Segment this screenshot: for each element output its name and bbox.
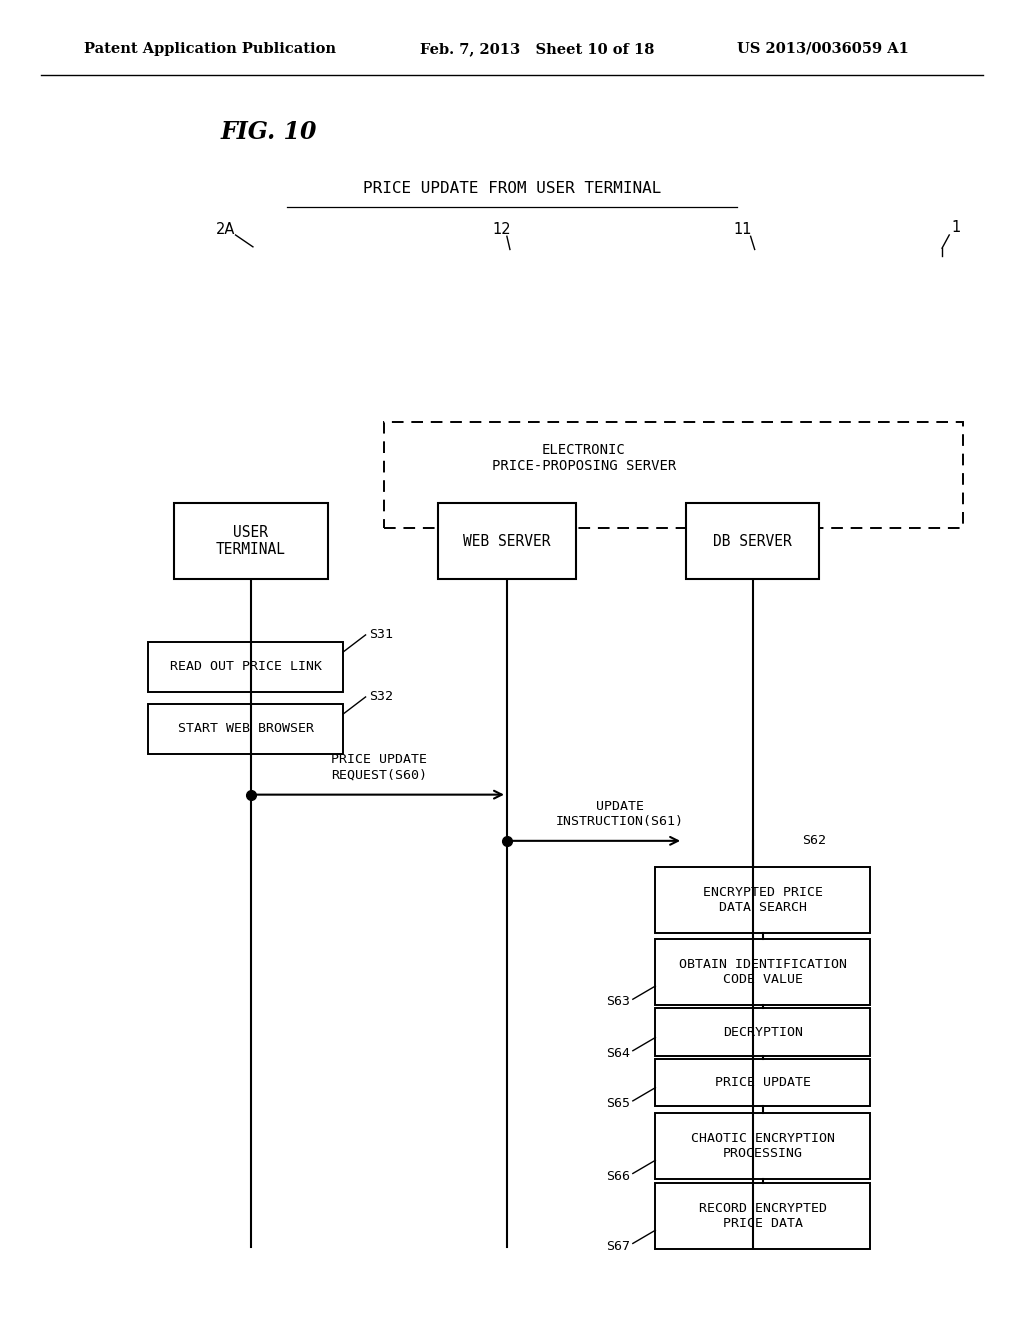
- Text: OBTAIN IDENTIFICATION
CODE VALUE: OBTAIN IDENTIFICATION CODE VALUE: [679, 957, 847, 986]
- Text: FIG. 10: FIG. 10: [220, 120, 316, 144]
- Text: START WEB BROWSER: START WEB BROWSER: [178, 722, 313, 735]
- Bar: [655, 1059, 870, 1106]
- Bar: [655, 1113, 870, 1179]
- Text: PRICE UPDATE: PRICE UPDATE: [715, 1076, 811, 1089]
- Text: S31: S31: [369, 628, 392, 642]
- Text: DECRYPTION: DECRYPTION: [723, 1026, 803, 1039]
- Text: RECORD ENCRYPTED
PRICE DATA: RECORD ENCRYPTED PRICE DATA: [698, 1201, 827, 1230]
- Text: US 2013/0036059 A1: US 2013/0036059 A1: [737, 42, 909, 55]
- Bar: [655, 1183, 870, 1249]
- Text: USER
TERMINAL: USER TERMINAL: [216, 525, 286, 557]
- Text: S63: S63: [606, 995, 630, 1008]
- Text: 12: 12: [493, 222, 511, 238]
- Text: S66: S66: [606, 1170, 630, 1183]
- Text: DB SERVER: DB SERVER: [714, 533, 792, 549]
- Text: ENCRYPTED PRICE
DATA SEARCH: ENCRYPTED PRICE DATA SEARCH: [702, 886, 823, 915]
- Bar: [174, 503, 328, 579]
- Bar: [148, 704, 343, 754]
- Text: S32: S32: [369, 690, 392, 704]
- Bar: [148, 642, 343, 692]
- Bar: [655, 867, 870, 933]
- Text: PRICE UPDATE FROM USER TERMINAL: PRICE UPDATE FROM USER TERMINAL: [362, 181, 662, 197]
- Text: Feb. 7, 2013   Sheet 10 of 18: Feb. 7, 2013 Sheet 10 of 18: [420, 42, 654, 55]
- Bar: [438, 503, 575, 579]
- Text: ELECTRONIC
PRICE-PROPOSING SERVER: ELECTRONIC PRICE-PROPOSING SERVER: [492, 444, 676, 473]
- Bar: [384, 422, 963, 528]
- Text: S65: S65: [606, 1097, 630, 1110]
- Text: READ OUT PRICE LINK: READ OUT PRICE LINK: [170, 660, 322, 673]
- Text: S62: S62: [802, 834, 825, 847]
- Text: Patent Application Publication: Patent Application Publication: [84, 42, 336, 55]
- Bar: [655, 939, 870, 1005]
- Text: PRICE UPDATE
REQUEST(S60): PRICE UPDATE REQUEST(S60): [331, 754, 427, 781]
- Bar: [686, 503, 819, 579]
- Text: CHAOTIC ENCRYPTION
PROCESSING: CHAOTIC ENCRYPTION PROCESSING: [691, 1131, 835, 1160]
- Text: UPDATE
INSTRUCTION(S61): UPDATE INSTRUCTION(S61): [555, 800, 684, 828]
- Text: 1: 1: [951, 219, 962, 235]
- Text: WEB SERVER: WEB SERVER: [463, 533, 551, 549]
- Text: 2A: 2A: [216, 222, 234, 238]
- Bar: [655, 1008, 870, 1056]
- Text: S64: S64: [606, 1047, 630, 1060]
- Text: 11: 11: [733, 222, 752, 238]
- Text: S67: S67: [606, 1239, 630, 1253]
